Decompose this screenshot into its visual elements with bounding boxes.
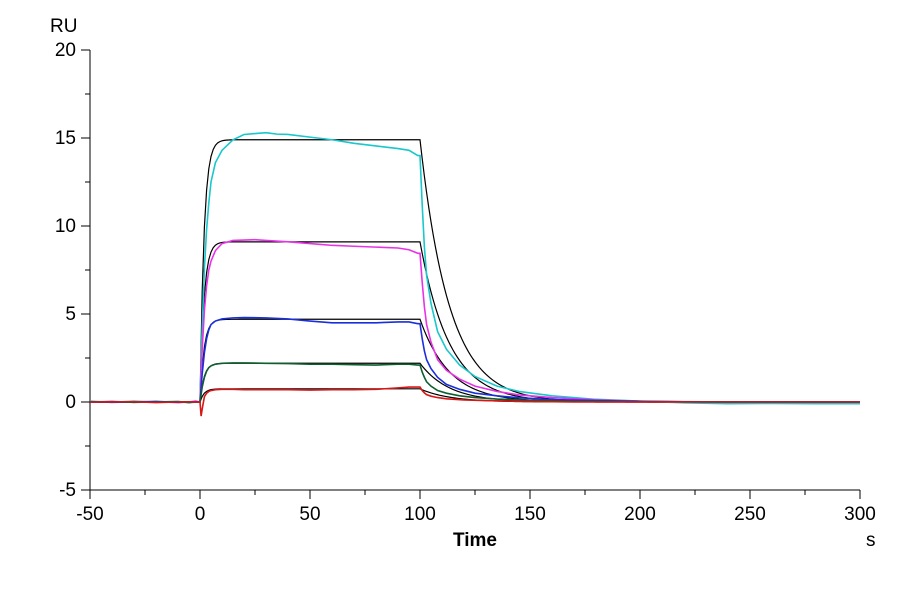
y-tick-label: 15 (55, 128, 76, 149)
x-tick-label: 150 (514, 504, 546, 525)
x-tick-label: -50 (76, 504, 103, 525)
x-tick-label: 100 (404, 504, 436, 525)
axes: -50050100150200250300-505101520 (55, 40, 876, 525)
fit-curve-1 (90, 140, 860, 402)
y-axis-title: RU (50, 16, 77, 37)
y-tick-label: 0 (65, 392, 76, 413)
x-tick-label: 200 (624, 504, 656, 525)
chart-svg: -50050100150200250300-505101520 TimesRU (0, 0, 900, 600)
fit-curves (90, 140, 860, 402)
x-axis-title: Time (453, 530, 497, 551)
fit-curve-3 (90, 319, 860, 402)
data-curves (90, 133, 860, 416)
x-tick-label: 300 (844, 504, 876, 525)
y-tick-label: 10 (55, 216, 76, 237)
y-tick-label: 20 (55, 40, 76, 61)
axis-labels: Time s RU (50, 16, 876, 551)
series-c1 (90, 387, 860, 416)
y-tick-label: 5 (65, 304, 76, 325)
x-tick-label: 50 (299, 504, 320, 525)
fit-curve-2 (90, 242, 860, 402)
x-axis-unit: s (866, 530, 876, 551)
y-tick-label: -5 (59, 480, 76, 501)
series-c5 (90, 133, 860, 404)
sensorgram-chart: -50050100150200250300-505101520 TimesRU (0, 0, 900, 600)
x-tick-label: 250 (734, 504, 766, 525)
x-tick-label: 0 (195, 504, 206, 525)
